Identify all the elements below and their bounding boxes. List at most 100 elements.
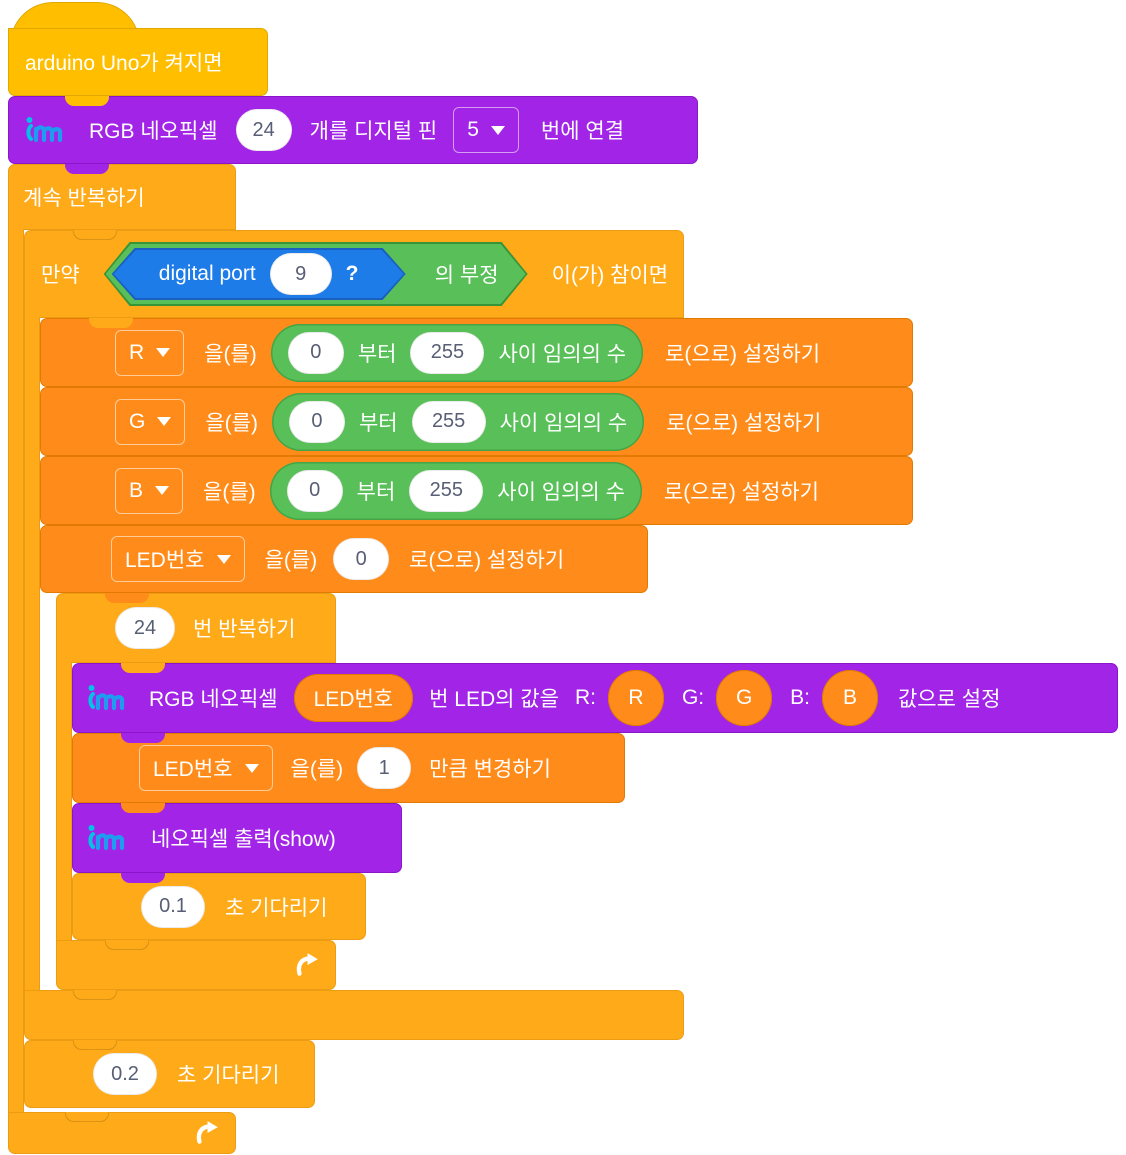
wait-block-02[interactable]: 0.2 초 기다리기 [24, 1040, 315, 1108]
eul-label: 을(를) [204, 342, 257, 366]
forever-block-bottom[interactable] [8, 1112, 236, 1154]
random-max-input[interactable]: 255 [410, 331, 485, 374]
pin-dropdown[interactable]: 5 [453, 107, 519, 153]
value-input[interactable]: 0 [333, 538, 390, 580]
variable-dropdown-b[interactable]: B [115, 467, 184, 514]
random-max-input[interactable]: 255 [409, 469, 484, 512]
set-led-index-block[interactable]: LED번호 을(를) 0 로(으로) 설정하기 [40, 525, 648, 593]
eul-label: 을(를) [205, 411, 258, 435]
g-label: G: [681, 686, 705, 709]
variable-dropdown-led[interactable]: LED번호 [111, 536, 245, 582]
if-block-wall[interactable] [24, 317, 40, 991]
buteo-label: 부터 [358, 411, 398, 435]
variable-dropdown-g[interactable]: G [115, 398, 186, 445]
connector-notch [121, 873, 165, 883]
port-input[interactable]: 9 [270, 253, 332, 295]
b-label: B: [790, 686, 810, 709]
forever-block-wall[interactable] [8, 229, 24, 1113]
variable-name: R [129, 340, 145, 364]
connector-notch [121, 733, 165, 743]
connector-notch [73, 1040, 117, 1050]
connect-suffix-label: 번에 연결 [540, 120, 625, 143]
repeat-block-wall[interactable] [56, 662, 72, 941]
variable-name: B [129, 478, 144, 502]
random-max-input[interactable]: 255 [411, 400, 486, 443]
set-suffix-label: 로(으로) 설정하기 [666, 411, 822, 435]
connect-mid-label: 개를 디지털 핀 [309, 120, 438, 143]
random-number-pill[interactable]: 0 부터 255 사이 임의의 수 [269, 461, 642, 520]
if-block-bottom[interactable] [24, 990, 684, 1040]
digital-port-hexagon[interactable]: digital port 9 ? [112, 248, 406, 300]
chevron-down-icon [156, 348, 171, 357]
random-label: 사이 임의의 수 [499, 411, 628, 435]
set-variable-g-block[interactable]: G 을(를) 0 부터 255 사이 임의의 수 로(으로) 설정하기 [40, 387, 913, 456]
chevron-down-icon [490, 125, 505, 135]
if-block-top[interactable]: 만약 digital port 9 ? 의 부정 이(가) 참이면 [24, 230, 684, 318]
chevron-down-icon [216, 554, 231, 564]
connector-notch [73, 990, 117, 1000]
variable-dropdown-led[interactable]: LED번호 [139, 745, 273, 791]
variable-name: LED번호 [125, 549, 205, 572]
buteo-label: 부터 [356, 480, 396, 504]
eul-label: 을(를) [264, 549, 318, 572]
led-count-input[interactable]: 24 [235, 109, 292, 151]
chevron-down-icon [157, 417, 172, 426]
repeat-count-input[interactable]: 24 [115, 607, 175, 649]
connector-notch [105, 940, 149, 950]
loop-arrow-icon [296, 953, 318, 976]
forever-block-top[interactable]: 계속 반복하기 [8, 164, 236, 230]
eul-label: 을(를) [290, 758, 344, 781]
neopixel-show-block[interactable]: 네오픽셀 출력(show) [72, 803, 402, 873]
random-min-input[interactable]: 0 [286, 469, 343, 512]
change-value-input[interactable]: 1 [357, 747, 412, 789]
eul-label: 을(를) [203, 480, 256, 504]
random-label: 사이 임의의 수 [498, 342, 627, 366]
not-operator-hexagon[interactable]: digital port 9 ? 의 부정 [104, 242, 528, 306]
set-variable-b-block[interactable]: B 을(를) 0 부터 255 사이 임의의 수 로(으로) 설정하기 [40, 456, 913, 525]
variable-pill-r[interactable]: R [607, 670, 664, 726]
random-min-input[interactable]: 0 [287, 331, 344, 374]
mblock-logo-icon [26, 117, 63, 143]
set-suffix-label: 로(으로) 설정하기 [663, 480, 819, 504]
seconds-input[interactable]: 0.1 [141, 885, 205, 928]
led-index-variable-pill[interactable]: LED번호 [293, 674, 414, 722]
hat-block-arduino-start[interactable]: arduino Uno가 켜지면 [8, 28, 268, 96]
wait-label: 초 기다리기 [177, 1064, 280, 1087]
connector-notch [89, 318, 133, 328]
mblock-logo-icon [88, 825, 125, 851]
mblock-logo-icon [88, 685, 125, 711]
neopixel-set-led-block[interactable]: RGB 네오픽셀 LED번호 번 LED의 값을 R: R G: G B: B … [72, 663, 1118, 733]
loop-arrow-icon [196, 1121, 218, 1144]
neopixel-set-mid: 번 LED의 값을 [429, 688, 559, 711]
random-number-pill[interactable]: 0 부터 255 사이 임의의 수 [270, 323, 644, 382]
change-suffix-label: 만큼 변경하기 [429, 758, 551, 781]
random-min-input[interactable]: 0 [288, 400, 345, 443]
connect-prefix-label: RGB 네오픽셀 [89, 120, 218, 143]
variable-name: G [129, 409, 146, 433]
repeat-block-bottom[interactable] [56, 940, 336, 990]
set-suffix-label: 로(으로) 설정하기 [409, 549, 565, 572]
neopixel-set-prefix: RGB 네오픽셀 [149, 688, 278, 711]
variable-pill-b[interactable]: B [821, 670, 878, 726]
connector-notch [121, 663, 165, 673]
variable-pill-g[interactable]: G [716, 670, 773, 726]
connector-notch [65, 96, 109, 106]
connector-notch [65, 164, 109, 174]
question-mark-label: ? [345, 262, 359, 285]
variable-dropdown-r[interactable]: R [115, 329, 185, 376]
connector-notch [105, 593, 149, 603]
seconds-input[interactable]: 0.2 [93, 1053, 157, 1095]
neopixel-connect-block[interactable]: RGB 네오픽셀 24 개를 디지털 핀 5 번에 연결 [8, 96, 698, 164]
if-suffix-label: 이(가) 참이면 [551, 264, 669, 287]
wait-block-01[interactable]: 0.1 초 기다리기 [72, 873, 366, 940]
neopixel-set-suffix: 값으로 설정 [897, 688, 1001, 711]
random-number-pill[interactable]: 0 부터 255 사이 임의의 수 [271, 392, 645, 451]
connector-notch [73, 230, 117, 240]
repeat-block-top[interactable]: 24 번 반복하기 [56, 593, 336, 663]
random-label: 사이 임의의 수 [497, 480, 625, 504]
pin-value: 5 [467, 118, 479, 141]
set-variable-r-block[interactable]: R 을(를) 0 부터 255 사이 임의의 수 로(으로) 설정하기 [40, 318, 913, 387]
change-led-index-block[interactable]: LED번호 을(를) 1 만큼 변경하기 [72, 733, 625, 803]
forever-label: 계속 반복하기 [23, 187, 145, 210]
